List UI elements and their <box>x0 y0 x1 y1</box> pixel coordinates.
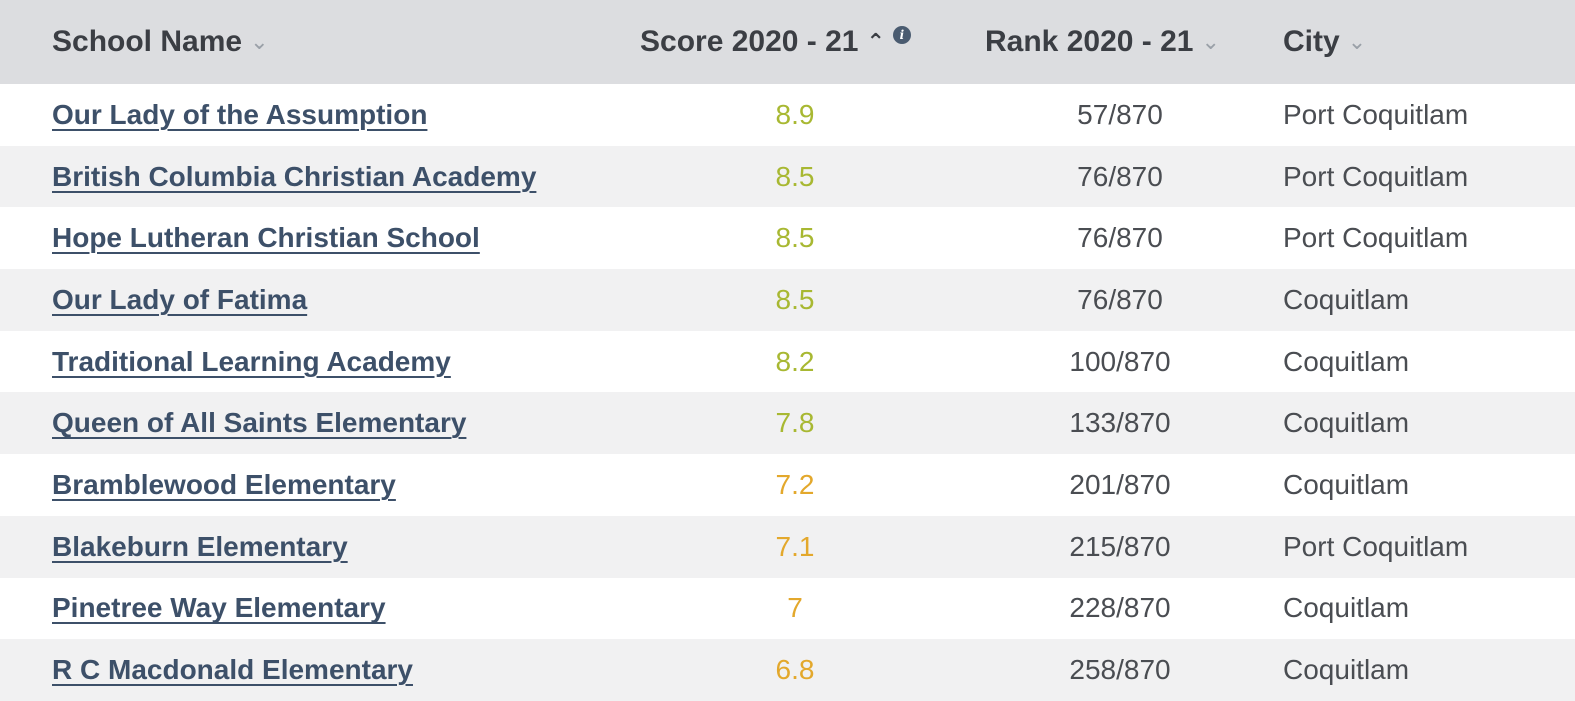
sort-header-score[interactable]: Score 2020 - 21 ⌃ i <box>640 0 911 84</box>
school-name-link[interactable]: Queen of All Saints Elementary <box>52 407 467 439</box>
table-row: Queen of All Saints Elementary 7.8 133/870… <box>0 392 1575 455</box>
school-name-link[interactable]: Our Lady of Fatima <box>52 283 308 315</box>
school-name-link[interactable]: Hope Lutheran Christian School <box>52 222 480 254</box>
table-row: Pinetree Way Elementary 7 228/870 Coquitlam <box>0 577 1575 640</box>
school-name-link[interactable]: Blakeburn Elementary <box>52 530 348 562</box>
chevron-down-icon: ⌄ <box>1201 29 1220 54</box>
table-row: Traditional Learning Academy 8.2 100/870 Co… <box>0 330 1575 393</box>
info-icon[interactable]: i <box>892 26 911 44</box>
rank-value: 258/870 <box>1069 654 1171 686</box>
city-value: Coquitlam <box>1283 407 1410 439</box>
score-value: 7.1 <box>775 530 815 562</box>
score-value: 8.2 <box>775 345 815 377</box>
score-value: 7.8 <box>775 407 815 439</box>
city-value: Coquitlam <box>1283 592 1410 624</box>
score-value: 7 <box>787 592 803 624</box>
table-body: Our Lady of the Assumption 8.9 57/870 Port … <box>0 84 1575 701</box>
header-label-score: Score 2020 - 21 <box>640 25 859 58</box>
rank-value: 76/870 <box>1077 160 1163 192</box>
table-header: School Name ⌄ Score 2020 - 21 ⌃ i Rank 2… <box>0 0 1575 84</box>
rank-value: 215/870 <box>1069 530 1171 562</box>
school-name-link[interactable]: R C Macdonald Elementary <box>52 654 413 686</box>
city-value: Coquitlam <box>1283 283 1410 315</box>
score-value: 8.5 <box>775 160 815 192</box>
table-row: British Columbia Christian Academy 8.5 76/… <box>0 145 1575 208</box>
city-value: Port Coquitlam <box>1283 98 1469 130</box>
header-label-school-name: School Name <box>52 25 243 58</box>
school-name-link[interactable]: Traditional Learning Academy <box>52 345 451 377</box>
table-row: Our Lady of Fatima 8.5 76/870 Coquitlam <box>0 269 1575 331</box>
score-value: 8.5 <box>775 222 815 254</box>
table-row: Hope Lutheran Christian School 8.5 76/870 P… <box>0 207 1575 270</box>
city-value: Port Coquitlam <box>1283 530 1469 562</box>
sort-header-rank[interactable]: Rank 2020 - 21 ⌄ <box>985 0 1220 84</box>
score-value: 8.5 <box>775 283 815 315</box>
rank-value: 76/870 <box>1077 283 1163 315</box>
rank-value: 76/870 <box>1077 222 1163 254</box>
sort-header-school-name[interactable]: School Name ⌄ <box>52 0 269 84</box>
city-value: Coquitlam <box>1283 345 1410 377</box>
rank-value: 100/870 <box>1069 345 1171 377</box>
school-name-link[interactable]: Bramblewood Elementary <box>52 468 396 500</box>
rank-value: 133/870 <box>1069 407 1171 439</box>
sort-header-city[interactable]: City ⌄ <box>1283 0 1366 84</box>
table-row: R C Macdonald Elementary 6.8 258/870 Coquit… <box>0 639 1575 701</box>
school-name-link[interactable]: Our Lady of the Assumption <box>52 98 428 130</box>
school-name-link[interactable]: Pinetree Way Elementary <box>52 592 386 624</box>
score-value: 7.2 <box>775 468 815 500</box>
city-value: Coquitlam <box>1283 468 1410 500</box>
school-name-link[interactable]: British Columbia Christian Academy <box>52 160 537 192</box>
score-value: 8.9 <box>775 98 815 130</box>
chevron-down-icon: ⌄ <box>250 29 269 54</box>
chevron-down-icon: ⌄ <box>1347 29 1367 54</box>
table-row: Blakeburn Elementary 7.1 215/870 Port Coqui… <box>0 515 1575 578</box>
header-label-city: City <box>1283 25 1340 58</box>
header-label-rank: Rank 2020 - 21 <box>985 25 1194 58</box>
city-value: Coquitlam <box>1283 654 1410 686</box>
city-value: Port Coquitlam <box>1283 160 1469 192</box>
table-row: Bramblewood Elementary 7.2 201/870 Coquitla… <box>0 454 1575 516</box>
chevron-up-icon: ⌃ <box>866 29 885 54</box>
rank-value: 228/870 <box>1069 592 1171 624</box>
score-value: 6.8 <box>775 654 815 686</box>
city-value: Port Coquitlam <box>1283 222 1469 254</box>
table-row: Our Lady of the Assumption 8.9 57/870 Port … <box>0 84 1575 146</box>
rank-value: 201/870 <box>1069 468 1171 500</box>
rank-value: 57/870 <box>1077 98 1163 130</box>
